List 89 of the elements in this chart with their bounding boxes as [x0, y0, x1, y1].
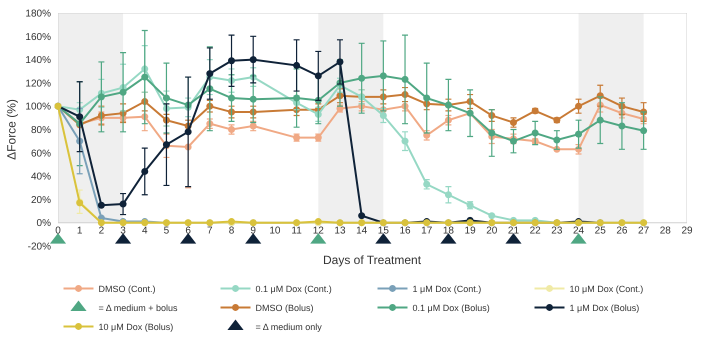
x-tick-label: 5	[164, 226, 170, 237]
point	[575, 102, 582, 110]
point	[336, 58, 344, 66]
legend-label: 1 μM Dox (Bolus)	[570, 302, 640, 313]
y-tick-label: 160%	[25, 32, 52, 43]
x-tick-label: 19	[464, 226, 476, 237]
x-tick-label: 26	[616, 226, 628, 237]
point	[206, 70, 214, 78]
y-tick-label: 140%	[25, 55, 52, 66]
point	[98, 202, 105, 209]
point	[423, 94, 430, 102]
y-axis-title: ΔForce (%)	[4, 99, 19, 160]
point	[380, 72, 387, 80]
point	[532, 130, 539, 136]
legend-label: = Δ medium + bolus	[98, 302, 178, 313]
point	[314, 72, 322, 80]
point	[358, 74, 366, 82]
point	[596, 116, 604, 124]
point	[228, 57, 236, 64]
point	[162, 94, 170, 102]
x-tick-label: 2	[98, 226, 105, 237]
x-tick-label: 17	[421, 226, 433, 237]
y-tick-label: 80%	[30, 125, 52, 136]
x-tick-label: 4	[142, 226, 148, 237]
legend-label: = Δ medium only	[256, 322, 322, 332]
point	[618, 122, 626, 130]
x-tick-label: 25	[594, 226, 606, 237]
x-tick-label: 22	[530, 226, 542, 237]
point	[380, 112, 387, 120]
legend-label: 1 μM Dox (Cont.)	[412, 284, 482, 294]
x-tick-label: 8	[228, 226, 235, 237]
x-tick-label: 3	[120, 226, 126, 237]
point	[640, 127, 648, 134]
y-tick-label: 120%	[25, 78, 52, 90]
point	[402, 76, 409, 83]
y-tick-label: 60%	[30, 148, 52, 160]
legend-label: 0.1 μM Dox (Bolus)	[412, 302, 490, 313]
legend-label: DMSO (Bolus)	[256, 302, 314, 313]
x-tick-label: 15	[378, 226, 390, 237]
x-tick-label: 9	[250, 226, 256, 237]
point	[184, 128, 192, 136]
point	[250, 56, 257, 64]
point	[553, 136, 560, 144]
x-tick-label: 21	[508, 226, 520, 237]
x-tick-label: 29	[681, 226, 693, 237]
x-tick-label: 24	[572, 226, 585, 237]
x-tick-label: 12	[312, 226, 324, 237]
x-axis-title: Days of Treatment	[323, 253, 422, 267]
x-tick-label: 23	[551, 226, 563, 237]
y-tick-label: 40%	[30, 172, 52, 183]
x-tick-label: 7	[207, 226, 214, 237]
legend-label: 10 μM Dox (Cont.)	[570, 284, 644, 294]
point	[575, 130, 582, 138]
point	[141, 74, 148, 81]
legend-label: 0.1 μM Dox (Cont.)	[256, 284, 332, 294]
x-tick-label: 16	[399, 226, 412, 237]
x-tick-label: 20	[486, 226, 498, 237]
point	[488, 130, 496, 136]
point	[510, 138, 517, 145]
point	[358, 212, 366, 220]
y-tick-label: -20%	[28, 242, 52, 252]
x-tick-label: 0	[55, 226, 62, 237]
point	[120, 88, 127, 96]
y-tick-label: 20%	[30, 194, 52, 206]
x-tick-label: 13	[334, 226, 346, 237]
point	[141, 168, 148, 175]
x-tick-label: 28	[660, 226, 672, 237]
point	[250, 96, 257, 103]
y-tick-label: 0%	[36, 218, 52, 230]
x-tick-label: 11	[291, 226, 302, 237]
point	[293, 62, 300, 69]
x-tick-label: 6	[185, 226, 192, 237]
point	[98, 93, 105, 100]
x-tick-label: 1	[76, 226, 83, 237]
x-tick-label: 14	[356, 226, 368, 237]
point	[402, 138, 409, 145]
point	[228, 94, 236, 102]
point	[76, 113, 84, 120]
x-tick-label: 27	[638, 226, 650, 237]
point	[488, 212, 496, 220]
point	[293, 94, 300, 102]
legend-label: 10 μM Dox (Bolus)	[98, 322, 174, 332]
point	[444, 191, 452, 198]
x-tick-label: 18	[442, 226, 454, 237]
point	[120, 200, 127, 208]
x-tick-label: 10	[269, 226, 281, 237]
legend-label: DMSO (Cont.)	[98, 284, 156, 294]
y-tick-label: 100%	[25, 102, 52, 113]
y-tick-label: 180%	[25, 8, 52, 20]
